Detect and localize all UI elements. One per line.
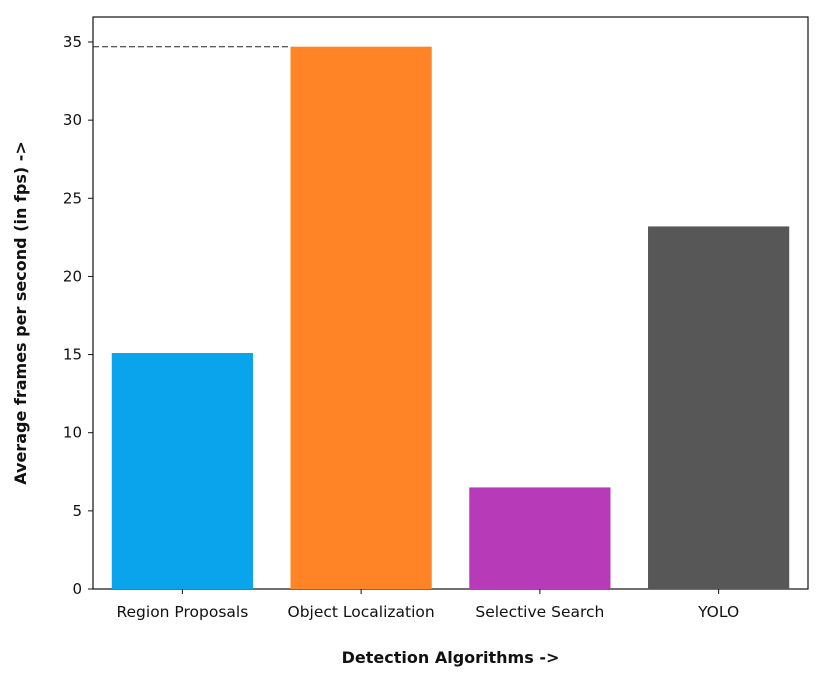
y-tick-label: 25	[63, 189, 82, 207]
y-tick-label: 35	[63, 33, 82, 51]
bar-object-localization	[290, 46, 432, 590]
x-tick-label: Selective Search	[475, 603, 604, 621]
y-tick-label: 15	[63, 346, 82, 364]
y-tick-label: 10	[63, 424, 82, 442]
y-tick-label: 20	[63, 267, 82, 285]
x-axis-title: Detection Algorithms ->	[342, 648, 560, 667]
x-tick-label: Object Localization	[288, 603, 435, 621]
plot-frame	[92, 16, 809, 590]
bar-region-proposals	[111, 353, 253, 589]
y-tick-label: 30	[63, 111, 82, 129]
bar-yolo	[648, 226, 790, 589]
y-tick-label: 5	[72, 502, 82, 520]
x-tick-label: YOLO	[697, 603, 739, 621]
x-tick-label: Region Proposals	[116, 603, 248, 621]
y-axis-title: Average frames per second (in fps) ->	[11, 141, 30, 485]
y-tick-label: 0	[72, 580, 82, 598]
bar-selective-search	[469, 487, 611, 589]
